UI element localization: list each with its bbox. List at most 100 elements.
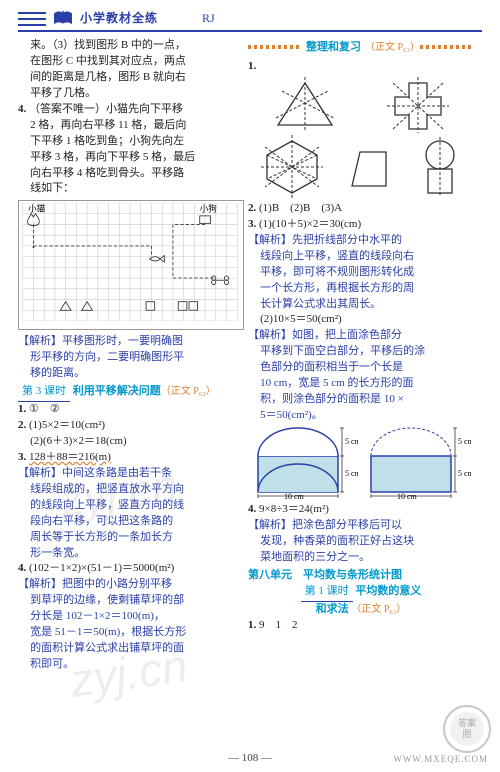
text-line: 到草坪的边缘，使剩铺草坪的部 (18, 593, 244, 609)
s3-q4: 4. (102－1×2)×(51－1)＝5000(m²) (18, 561, 244, 577)
s3-q3: 3. 128＋88＝216(m) (18, 450, 244, 466)
analysis-r2: 【解析】如图，把上面涂色部分 (248, 328, 474, 344)
lesson-ref: （正文 P₆₃） (351, 604, 406, 615)
text-line: 形一条宽。 (18, 546, 244, 562)
text-line: 10 cm，宽是 5 cm 的长方形的面 (248, 376, 474, 392)
r-q3b: (2)10×5＝50(cm²) (248, 312, 474, 328)
text-line: 平移了几格。 (18, 86, 244, 102)
r-q3: 3. (1)(10＋5)×2＝30(cm) (248, 217, 474, 233)
svg-text:10 cm: 10 cm (397, 492, 418, 500)
unit-title: 第八单元 平均数与条形统计图 (248, 568, 474, 584)
text-line: 在图形 C 中找到其对应点，两点 (18, 54, 244, 70)
text-line: 一个长方形，再根据长方形的周 (248, 281, 474, 297)
page: 小学教材全练 RJ 来。（3）找到图形 B 中的一点， 在图形 C 中找到其对应… (0, 0, 500, 772)
analysis-label: 【解析】 (248, 519, 292, 531)
right-column: 整理和复习 （正文 P₆₃） 1. (248, 38, 474, 673)
l1-q1: 1. 9 1 2 (248, 618, 474, 634)
lesson-ref: （正文 P₆₂） (161, 386, 216, 397)
shapes-row-2 (248, 135, 474, 199)
text-line: 2 格，再向右平移 11 格，最后向 (18, 118, 244, 134)
lesson-prefix: 第 1 课时 (301, 584, 353, 602)
svg-text:圈: 圈 (462, 729, 471, 739)
text-line: 的面积计算公式求出铺草坪的面 (18, 641, 244, 657)
q-number: 4. (18, 103, 26, 115)
two-column-layout: 来。（3）找到图形 B 中的一点， 在图形 C 中找到其对应点，两点 间的距离是… (18, 38, 482, 673)
text-line: 发现，种香菜的面积正好占这块 (248, 534, 474, 550)
r-q2: 2. (1)B (2)B (3)A (248, 201, 474, 217)
text-line: 菜地面积的三分之一。 (248, 550, 474, 566)
text-line: 线段组成的，把竖直放水平方向 (18, 482, 244, 498)
hexagon-symmetry-icon (257, 135, 327, 199)
question-4: 4. （答案不唯一）小猫先向下平移 (18, 102, 244, 118)
analysis-1: 【解析】平移图形时，一要明确图 (18, 334, 244, 350)
text-line: 周长等于长方形的一条加长方 (18, 530, 244, 546)
text-line: 平移到下面空白部分，平移后的涂 (248, 344, 474, 360)
review-heading: 整理和复习 （正文 P₆₃） (248, 40, 474, 56)
review-title: 整理和复习 (302, 40, 365, 56)
svg-text:5 cm: 5 cm (458, 469, 471, 478)
header-rj: RJ (202, 10, 215, 27)
s3-q2: 2. (1)5×2＝10(cm²) (18, 418, 244, 434)
lesson1-heading: 第 1 课时 平均数的意义 (248, 584, 474, 602)
lesson-title: 平均数的意义 (355, 585, 421, 597)
analysis-3: 【解析】中间这条路是由若干条 (18, 466, 244, 482)
analysis-4: 【解析】把图中的小路分别平移 (18, 577, 244, 593)
svg-text:5 cm: 5 cm (345, 437, 358, 446)
text-line: 来。（3）找到图形 B 中的一点， (18, 38, 244, 54)
lesson-title-2: 和求法 (316, 603, 349, 615)
trapezoid-icon (346, 142, 396, 192)
text-line: 平移，即可将不规则图形转化成 (248, 265, 474, 281)
diagram-before-icon: 5 cm 5 cm 10 cm (252, 426, 358, 500)
r-q4: 4. 9×8÷3＝24(m²) (248, 502, 474, 518)
svg-text:10 cm: 10 cm (284, 492, 305, 500)
header-title: 小学教材全练 (80, 10, 158, 27)
analysis-r3: 【解析】把涂色部分平移后可以 (248, 518, 474, 534)
text-line: 线如下： (18, 181, 244, 197)
diagram-after-icon: 5 cm 5 cm 10 cm (365, 426, 471, 500)
analysis-label: 【解析】 (18, 467, 62, 479)
area-diagrams: 5 cm 5 cm 10 cm 5 cm 5 cm (248, 426, 474, 500)
text-line: 的线段向上平移，竖直方向的线 (18, 498, 244, 514)
analysis-r1: 【解析】先把折线部分中水平的 (248, 233, 474, 249)
review-ref: （正文 P₆₃） (365, 41, 420, 56)
text-line: 移的距离。 (18, 366, 244, 382)
text-line: 5＝50(cm²)。 (248, 408, 474, 424)
lesson1-heading-2: 和求法 （正文 P₆₃） (248, 602, 474, 618)
analysis-label: 【解析】 (18, 578, 62, 590)
text: 平移图形时，一要明确图 (62, 335, 183, 347)
analysis-label: 【解析】 (248, 234, 292, 246)
site-watermark: WWW.MXEQE.COM (393, 753, 488, 766)
text-line: 积即可。 (18, 657, 244, 673)
svg-text:5 cm: 5 cm (345, 469, 358, 478)
text-line: 积，则涂色部分的面积是 10 × (248, 392, 474, 408)
text-line: 色部分的面积相当于一个长是 (248, 360, 474, 376)
r-q1: 1. (248, 59, 474, 75)
text-line: 宽是 51－1＝50(m)，根据长方形 (18, 625, 244, 641)
cross-symmetry-icon (383, 77, 453, 133)
header-decor-lines (18, 12, 46, 26)
dog-label: 小狗 (200, 203, 217, 214)
text-line: 形平移的方向，二要明确图形平 (18, 350, 244, 366)
section-3-heading: 第 3 课时 利用平移解决问题（正文 P₆₂） (18, 384, 244, 402)
grid-diagram: 小猫 小狗 (18, 200, 244, 330)
analysis-label: 【解析】 (248, 329, 292, 341)
text-line: 分长是 102－1×2＝100(m)， (18, 609, 244, 625)
lesson-prefix: 第 3 课时 (18, 384, 70, 402)
text-line: 段向右平移，可以把这条路的 (18, 514, 244, 530)
lesson-title: 利用平移解决问题 (73, 385, 161, 397)
text-line: 向右平移 4 格吃到骨头。平移路 (18, 166, 244, 182)
svg-text:5 cm: 5 cm (458, 437, 471, 446)
text-line: 线段向上平移，竖直的线段向右 (248, 249, 474, 265)
page-header: 小学教材全练 RJ (18, 10, 482, 32)
text-line: 长计算公式求出其周长。 (248, 297, 474, 313)
answer-badge-icon: 答案 圈 (442, 704, 492, 754)
text-line: 平移 3 格，再向下平移 5 格，最后 (18, 150, 244, 166)
cat-label: 小猫 (28, 203, 46, 214)
circle-square-symmetry-icon (415, 137, 465, 197)
text-line: 间的距离是几格，图形 B 就向右 (18, 70, 244, 86)
shapes-row-1 (248, 77, 474, 133)
analysis-label: 【解析】 (18, 335, 62, 347)
text-line: (2)(6＋3)×2＝18(cm) (18, 434, 244, 450)
book-logo-icon (52, 10, 74, 28)
svg-text:答案: 答案 (458, 717, 476, 728)
